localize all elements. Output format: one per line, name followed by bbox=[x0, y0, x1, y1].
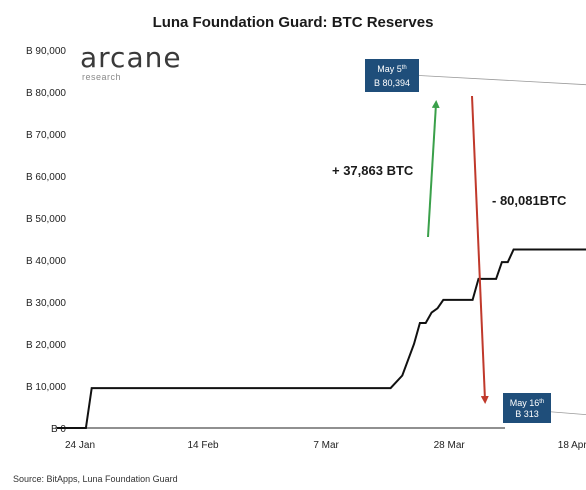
y-tick-label: B 50,000 bbox=[26, 214, 66, 225]
y-axis: B 0 B 10,000 B 20,000 B 30,000 B 40,000 B 50,… bbox=[26, 46, 66, 435]
y-tick-label: B 60,000 bbox=[26, 172, 66, 183]
decrease-arrow bbox=[471, 95, 489, 404]
btc-reserves-chart: B 0 B 10,000 B 20,000 B 30,000 B 40,000 B 50,… bbox=[26, 46, 586, 451]
x-tick-label: 24 Jan bbox=[65, 440, 95, 451]
increase-annotation: + 37,863 BTC bbox=[332, 163, 414, 178]
callout-background bbox=[503, 393, 551, 423]
annotation-layer: + 37,863 BTC - 80,081BTC bbox=[332, 163, 567, 208]
chart-title: Luna Foundation Guard: BTC Reserves bbox=[152, 14, 434, 31]
y-tick-label: B 20,000 bbox=[26, 340, 66, 351]
y-tick-label: B 0 bbox=[51, 424, 66, 435]
brand-name: arcane bbox=[80, 41, 182, 74]
increase-arrow bbox=[427, 100, 440, 238]
callout-date: May 16th bbox=[510, 398, 545, 408]
callout-value: B 313 bbox=[515, 409, 539, 419]
x-tick-label: 18 Apr bbox=[558, 440, 586, 451]
decrease-annotation: - 80,081BTC bbox=[492, 193, 567, 208]
y-tick-label: B 30,000 bbox=[26, 298, 66, 309]
brand-logo: arcane research bbox=[80, 41, 182, 83]
series-layer bbox=[56, 248, 586, 429]
x-tick-label: 14 Feb bbox=[187, 440, 219, 451]
callout-leader bbox=[418, 75, 586, 86]
y-tick-label: B 90,000 bbox=[26, 46, 66, 57]
callout-box: May 5th B 80,394 bbox=[365, 59, 586, 92]
x-tick-label: 28 Mar bbox=[434, 440, 466, 451]
x-tick-label: 7 Mar bbox=[313, 440, 339, 451]
source-note: Source: BitApps, Luna Foundation Guard bbox=[13, 474, 178, 484]
y-tick-label: B 40,000 bbox=[26, 256, 66, 267]
y-tick-label: B 80,000 bbox=[26, 88, 66, 99]
series-line bbox=[56, 248, 586, 429]
y-tick-label: B 10,000 bbox=[26, 382, 66, 393]
y-tick-label: B 70,000 bbox=[26, 130, 66, 141]
callout-background bbox=[365, 59, 419, 92]
callout-value: B 80,394 bbox=[374, 78, 410, 88]
arrow-layer bbox=[427, 95, 489, 404]
brand-sub: research bbox=[82, 72, 122, 82]
callout-date: May 5th bbox=[377, 64, 407, 74]
